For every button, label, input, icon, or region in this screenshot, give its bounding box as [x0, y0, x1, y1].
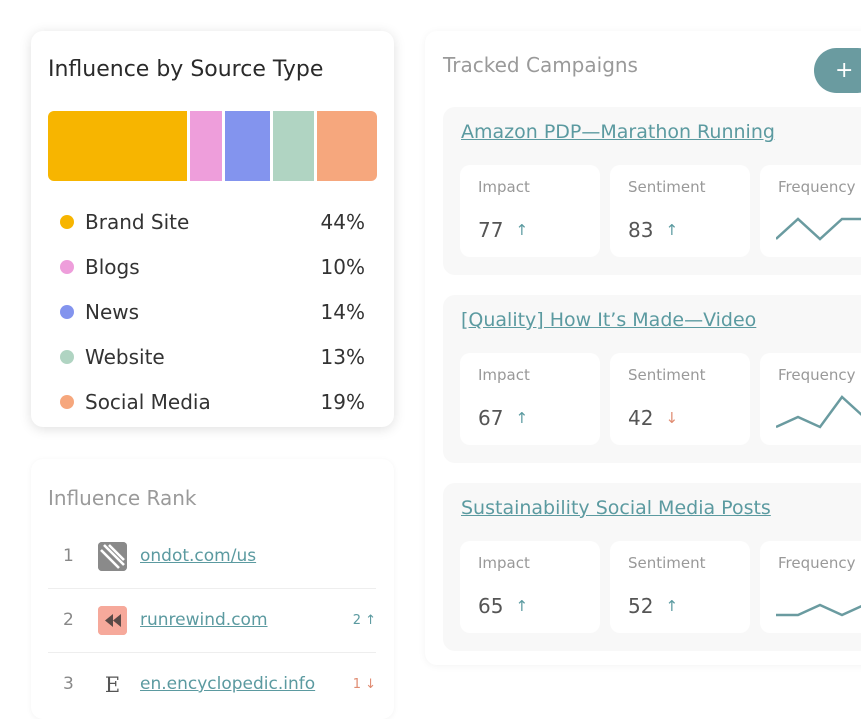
- legend-dot: [60, 259, 74, 274]
- metric-value: 77 ↑: [478, 218, 529, 242]
- rank-number: 1: [63, 546, 74, 566]
- campaign-card: [Quality] How It’s Made—Video Impact 67 ↑…: [443, 295, 861, 463]
- frequency-metric: Frequency: [760, 541, 861, 633]
- campaign-name-link[interactable]: [Quality] How It’s Made—Video: [461, 309, 757, 331]
- bar-segment-brand-site[interactable]: [48, 111, 188, 181]
- sentiment-metric: Sentiment 52 ↑: [610, 541, 750, 633]
- bar-segment-news[interactable]: [225, 111, 270, 181]
- legend-label: Blogs: [85, 254, 140, 279]
- legend-label: News: [85, 299, 140, 324]
- impact-metric: Impact 65 ↑: [460, 541, 600, 633]
- campaign-card: Amazon PDP—Marathon Running Impact 77 ↑ S…: [443, 107, 861, 275]
- rank-link[interactable]: runrewind.com: [140, 610, 268, 630]
- metric-label: Sentiment: [628, 366, 706, 384]
- metric-value: 67 ↑: [478, 406, 529, 430]
- bar-segment-blogs[interactable]: [190, 111, 223, 181]
- rank-number: 2: [63, 610, 74, 630]
- metric-label: Impact: [478, 366, 530, 384]
- bar-segment-social-media[interactable]: [316, 111, 377, 181]
- rank-row: 3 E en.encyclopedic.info 1 ↓: [48, 652, 376, 716]
- metric-label: Sentiment: [628, 178, 706, 196]
- influence-card-title: Influence by Source Type: [48, 57, 324, 82]
- influence-by-source-card: Influence by Source Type Brand Site 44% …: [31, 31, 394, 427]
- rank-change-up: 2 ↑: [352, 612, 376, 628]
- metric-value: 42 ↓: [628, 406, 679, 430]
- sparkline-line: [776, 395, 861, 429]
- legend-percent: 10%: [320, 254, 365, 279]
- legend-label: Website: [85, 344, 165, 369]
- legend-dot: [60, 394, 74, 409]
- sentiment-metric: Sentiment 42 ↓: [610, 353, 750, 445]
- metric-label: Sentiment: [628, 554, 706, 572]
- metric-label: Frequency: [778, 366, 856, 384]
- rank-number: 3: [63, 674, 74, 694]
- source-stacked-bar: [48, 111, 377, 181]
- arrow-down-icon: ↓: [665, 409, 679, 427]
- legend-dot: [60, 349, 74, 364]
- legend-item-social-media: Social Media 19%: [60, 379, 365, 424]
- legend-label: Brand Site: [85, 209, 190, 234]
- metric-label: Impact: [478, 554, 530, 572]
- metric-label: Frequency: [778, 178, 856, 196]
- sparkline-line: [776, 603, 861, 617]
- slash-logo-icon: [98, 541, 127, 571]
- legend-percent: 19%: [320, 389, 365, 414]
- tracked-campaigns-title: Tracked Campaigns: [443, 53, 638, 77]
- legend-item-news: News 14%: [60, 289, 365, 334]
- arrow-up-icon: ↑: [665, 221, 679, 239]
- metric-label: Frequency: [778, 554, 856, 572]
- frequency-metric: Frequency: [760, 353, 861, 445]
- legend-percent: 14%: [320, 299, 365, 324]
- arrow-up-icon: ↑: [515, 597, 529, 615]
- bar-segment-website[interactable]: [272, 111, 314, 181]
- tracked-campaigns-card: Tracked Campaigns + Amazon PDP—Marathon …: [425, 31, 861, 665]
- rewind-logo-icon: [98, 605, 127, 635]
- rank-row: 2 runrewind.com 2 ↑: [48, 588, 376, 653]
- frequency-sparkline: [776, 217, 861, 241]
- rank-link[interactable]: en.encyclopedic.info: [140, 674, 316, 694]
- arrow-up-icon: ↑: [515, 221, 529, 239]
- impact-metric: Impact 67 ↑: [460, 353, 600, 445]
- campaign-name-link[interactable]: Sustainability Social Media Posts: [461, 497, 771, 519]
- metric-value: 52 ↑: [628, 594, 679, 618]
- metric-value: 65 ↑: [478, 594, 529, 618]
- rank-change-down: 1 ↓: [352, 676, 376, 692]
- legend-percent: 13%: [320, 344, 365, 369]
- frequency-metric: Frequency: [760, 165, 861, 257]
- influence-rank-title: Influence Rank: [48, 486, 197, 510]
- svg-text:E: E: [105, 673, 120, 697]
- campaign-name-link[interactable]: Amazon PDP—Marathon Running: [461, 121, 775, 143]
- sparkline-line: [776, 217, 861, 241]
- rank-link[interactable]: ondot.com/us: [140, 546, 257, 566]
- add-campaign-button[interactable]: +: [814, 48, 861, 93]
- metric-value: 83 ↑: [628, 218, 679, 242]
- source-legend: Brand Site 44% Blogs 10% News 14% Websit…: [60, 199, 365, 424]
- frequency-sparkline: [776, 603, 861, 617]
- arrow-up-icon: ↑: [515, 409, 529, 427]
- legend-label: Social Media: [85, 389, 211, 414]
- arrow-up-icon: ↑: [665, 597, 679, 615]
- legend-dot: [60, 304, 74, 319]
- legend-percent: 44%: [320, 209, 365, 234]
- sentiment-metric: Sentiment 83 ↑: [610, 165, 750, 257]
- legend-item-website: Website 13%: [60, 334, 365, 379]
- impact-metric: Impact 77 ↑: [460, 165, 600, 257]
- legend-dot: [60, 214, 74, 229]
- legend-item-brand-site: Brand Site 44%: [60, 199, 365, 244]
- legend-item-blogs: Blogs 10%: [60, 244, 365, 289]
- influence-rank-card: Influence Rank 1 ondot.com/us 2 runrewin…: [31, 459, 394, 719]
- metric-label: Impact: [478, 178, 530, 196]
- frequency-sparkline: [776, 395, 861, 429]
- campaign-card: Sustainability Social Media Posts Impact…: [443, 483, 861, 651]
- rank-row: 1 ondot.com/us: [48, 524, 376, 589]
- letter-e-logo-icon: E: [98, 670, 127, 699]
